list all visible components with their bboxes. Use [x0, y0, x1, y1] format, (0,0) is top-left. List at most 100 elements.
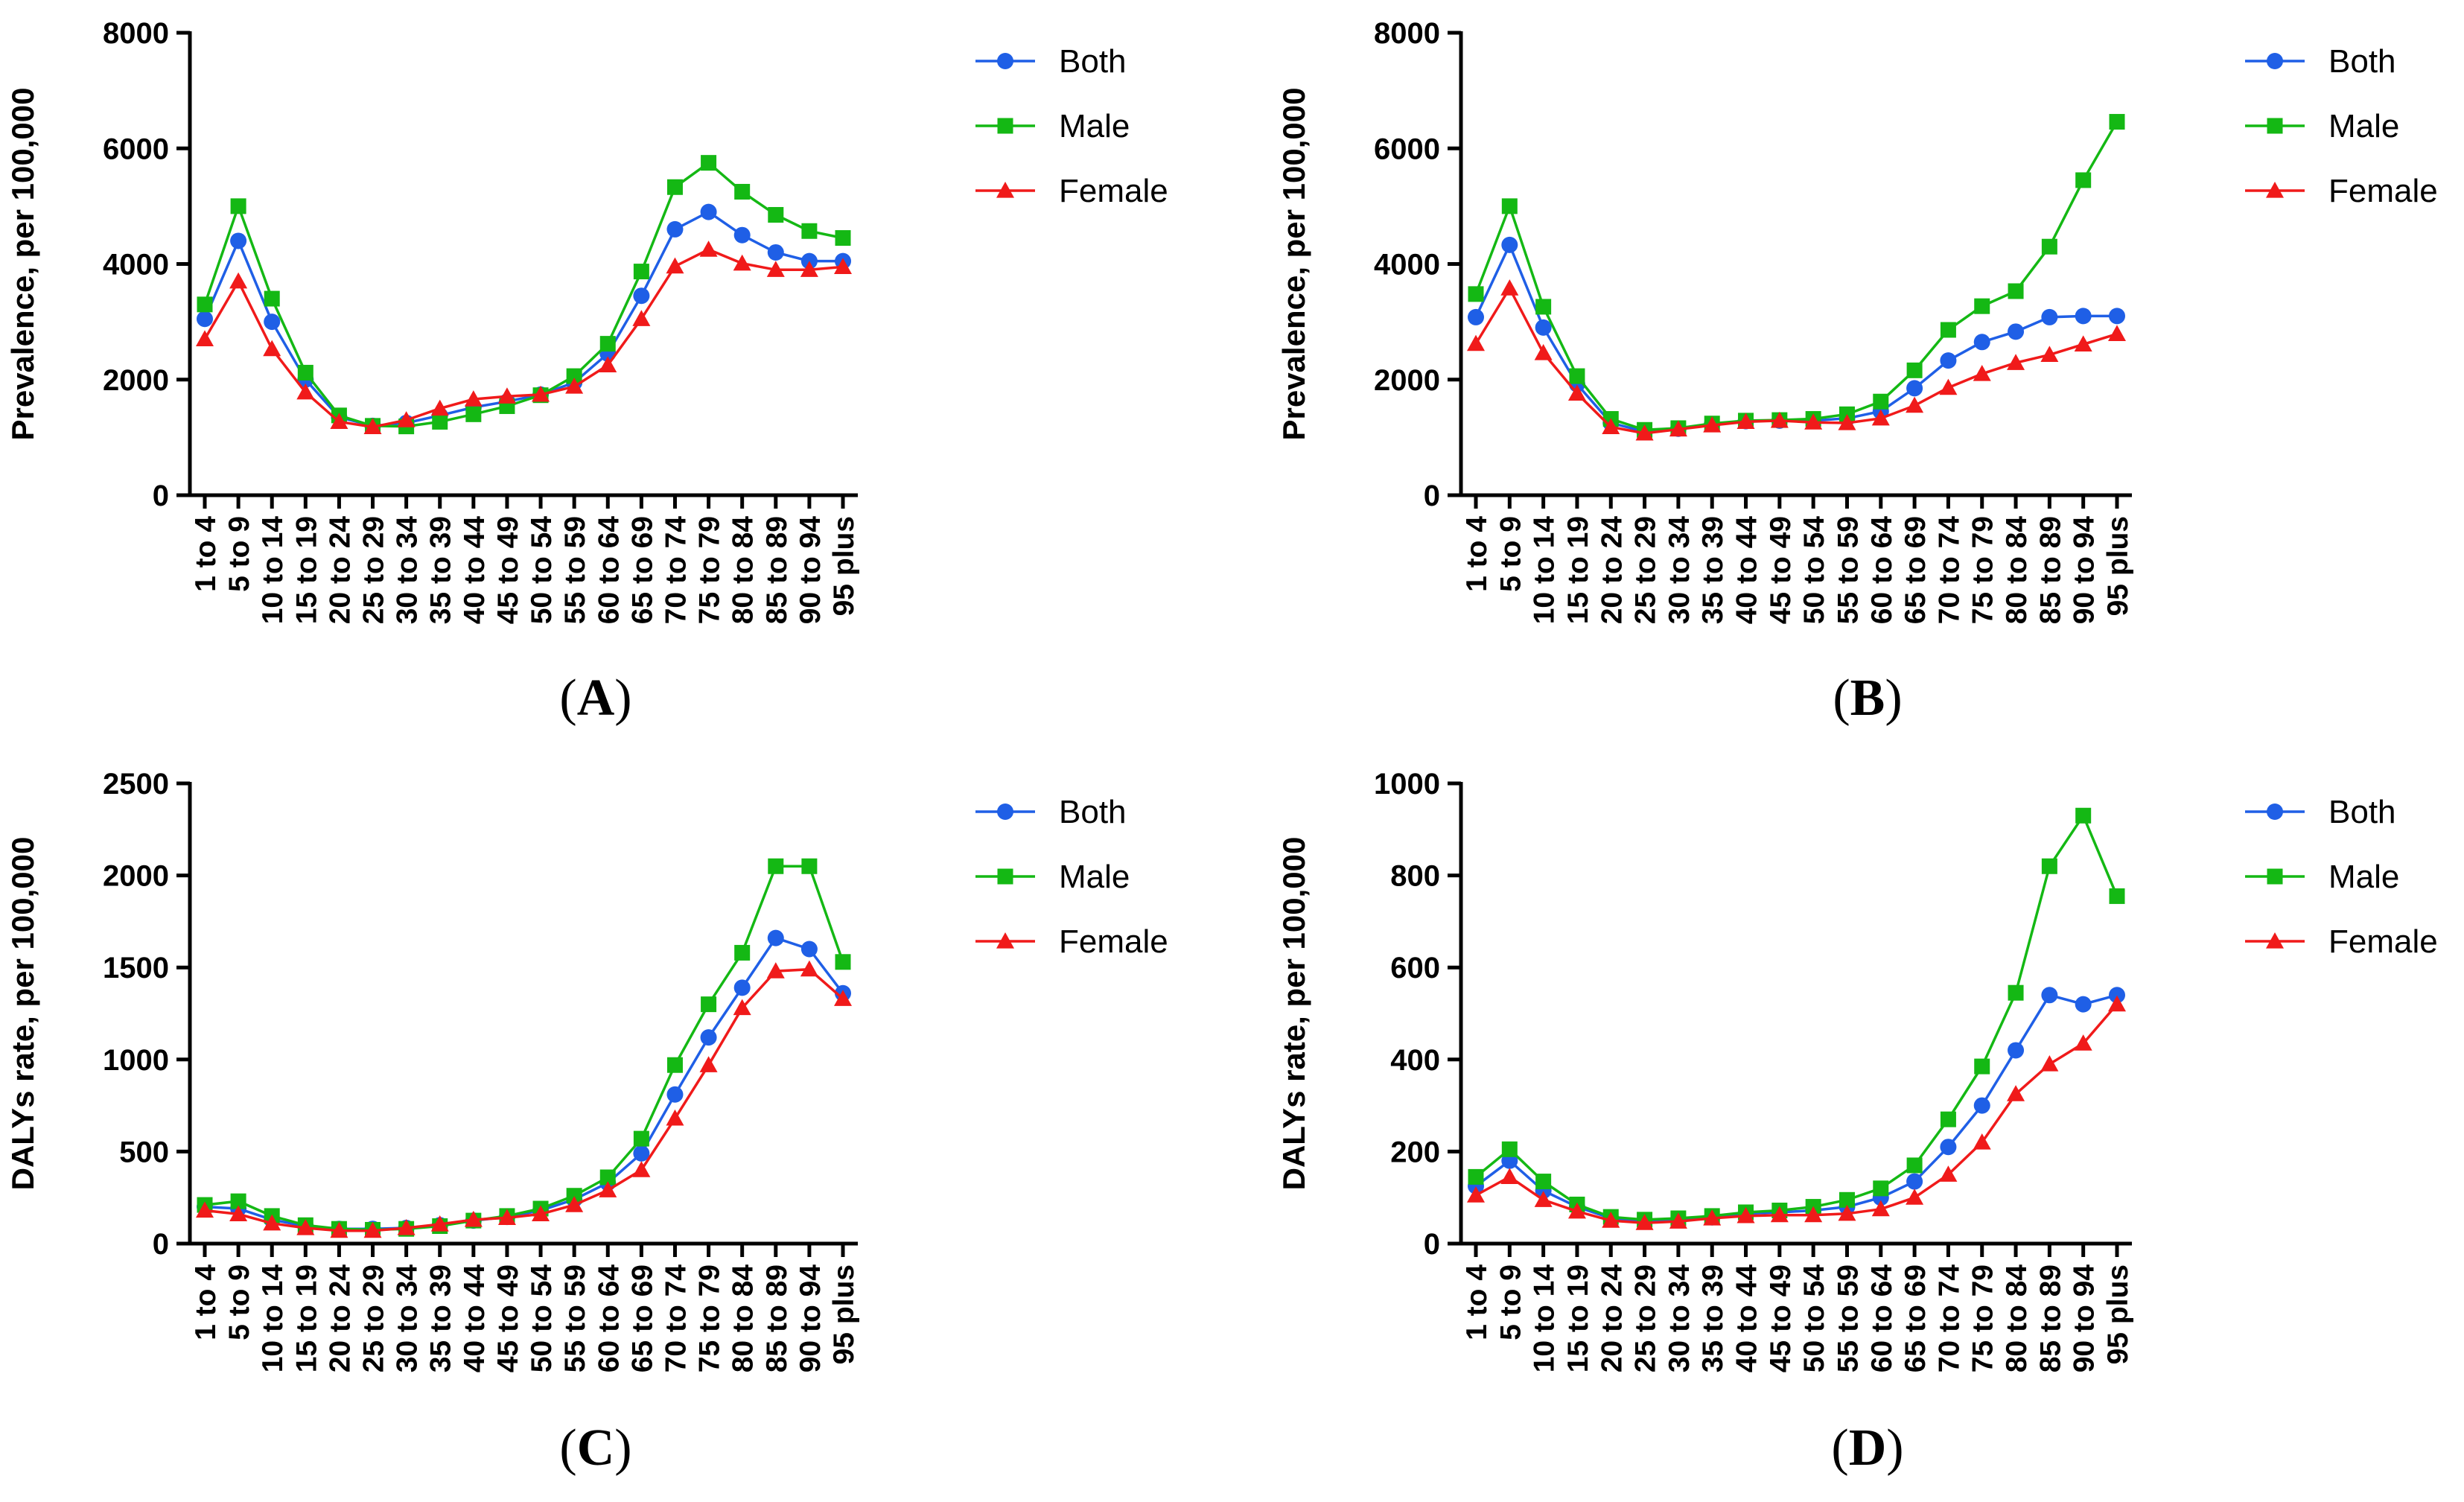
data-point-male	[566, 368, 582, 384]
data-point-male	[230, 1193, 246, 1209]
x-tick-label: 30 to 34	[392, 516, 424, 625]
x-tick-label: 80 to 84	[2001, 516, 2033, 625]
x-tick-label: 50 to 54	[1798, 1264, 1830, 1373]
legend-marker	[2267, 53, 2283, 69]
x-tick-label: 85 to 89	[2034, 516, 2066, 624]
data-point-female	[599, 356, 617, 372]
x-tick-label: 1 to 4	[190, 516, 222, 592]
data-point-male	[633, 264, 649, 280]
x-tick-label: 5 to 9	[1494, 1264, 1527, 1340]
data-point-male	[599, 1169, 616, 1186]
x-tick-label: 70 to 74	[1933, 516, 1965, 625]
x-tick-label: 25 to 29	[358, 1264, 390, 1372]
x-tick-label: 65 to 69	[1900, 516, 1932, 624]
data-point-female	[1871, 409, 1890, 426]
x-tick-label: 60 to 64	[593, 516, 625, 625]
legend-label: Female	[1059, 923, 1168, 960]
data-point-female	[1804, 413, 1823, 430]
data-point-female	[497, 387, 516, 404]
legend-item-male: Male	[975, 108, 1130, 144]
data-point-male	[801, 223, 818, 239]
data-point-female	[1500, 279, 1519, 296]
x-tick-label: 20 to 24	[1596, 1264, 1628, 1373]
data-point-male	[801, 858, 818, 874]
series-male	[1468, 114, 2125, 438]
data-point-male	[297, 364, 313, 381]
data-point-both	[767, 244, 784, 261]
data-point-male	[2041, 858, 2057, 874]
legend: Both Male Female	[2245, 43, 2438, 209]
x-tick-label: 45 to 49	[492, 516, 524, 624]
data-point-female	[1669, 1212, 1687, 1229]
data-point-male	[1468, 1168, 1484, 1185]
data-point-male	[264, 290, 280, 307]
x-tick-label: 45 to 49	[1765, 1264, 1797, 1372]
legend: Both Male Female	[2245, 794, 2438, 960]
data-point-female	[296, 1218, 315, 1235]
y-tick-label: 800	[1390, 860, 1440, 893]
data-point-female	[1973, 1133, 1991, 1150]
data-point-male	[1535, 299, 1552, 315]
data-point-male	[1974, 1058, 1990, 1075]
data-point-both	[1940, 352, 1957, 369]
data-point-both	[2008, 323, 2025, 340]
x-tick-label: 1 to 4	[1461, 1264, 1493, 1340]
data-point-both	[633, 287, 650, 305]
y-axis-label: Prevalence, per 100,000	[1276, 87, 1311, 440]
legend-item-male: Male	[2245, 108, 2399, 144]
data-point-male	[230, 198, 246, 214]
y-tick-label: 0	[153, 480, 169, 512]
data-point-male	[768, 207, 784, 223]
legend-label: Female	[1059, 173, 1168, 209]
x-tick-label: 75 to 79	[694, 516, 726, 624]
chart-panel-d: 0 200 400 600 800 1000 DALYs rate, per 100,000…	[1276, 768, 2438, 1477]
data-point-male	[2109, 114, 2125, 130]
legend-marker	[996, 932, 1014, 949]
x-tick-label: 30 to 34	[392, 1264, 424, 1373]
x-tick-label: 90 to 94	[2069, 516, 2101, 625]
data-point-male	[1906, 362, 1923, 378]
legend-item-both: Both	[975, 43, 1127, 80]
legend-marker	[2267, 118, 2283, 134]
data-point-female	[1602, 1212, 1620, 1228]
x-tick-label: 60 to 64	[1866, 516, 1898, 625]
data-point-female	[196, 330, 214, 347]
data-point-male	[2075, 172, 2092, 188]
data-point-female	[397, 411, 416, 427]
legend-label: Both	[2328, 43, 2396, 80]
x-tick-label: 65 to 69	[626, 1264, 658, 1372]
data-point-female	[2108, 995, 2126, 1012]
chart-panel-b: 0 2000 4000 6000 8000 Prevalence, per 100,000…	[1276, 17, 2438, 727]
data-point-both	[633, 1145, 650, 1162]
data-point-female	[229, 1205, 248, 1222]
x-tick-label: 95 plus	[2102, 1264, 2134, 1364]
chart-panel-c: 0 500 1000 1500 2000 2500 DALYs rate, per 100,…	[5, 768, 1168, 1477]
x-tick-label: 40 to 44	[1731, 516, 1763, 625]
x-tick-label: 50 to 54	[1798, 516, 1830, 625]
data-point-both	[2041, 308, 2058, 325]
data-point-female	[1770, 411, 1789, 428]
x-tick-label: 75 to 79	[1967, 1264, 1999, 1372]
data-point-male	[1839, 1191, 1855, 1208]
x-tick-label: 90 to 94	[2069, 1264, 2101, 1373]
x-tick-label: 95 plus	[828, 516, 860, 616]
panel-label: (A)	[559, 669, 631, 727]
data-point-male	[633, 1130, 649, 1147]
x-tick-label: 20 to 24	[324, 516, 356, 625]
x-tick-label: 55 to 59	[1832, 1264, 1864, 1372]
data-point-male	[465, 406, 482, 422]
x-tick-label: 95 plus	[2102, 516, 2134, 616]
series-line-female	[1474, 285, 2118, 435]
data-point-both	[2109, 308, 2125, 325]
data-point-female	[1567, 1202, 1586, 1219]
data-point-male	[835, 230, 851, 246]
y-tick-label: 500	[119, 1136, 169, 1168]
data-point-male	[197, 296, 213, 313]
data-point-female	[1635, 424, 1654, 441]
data-point-male	[1940, 322, 1956, 338]
series-male	[1468, 807, 2125, 1228]
legend-marker	[2266, 932, 2284, 949]
data-point-both	[264, 314, 281, 331]
legend-marker	[2267, 868, 2283, 885]
